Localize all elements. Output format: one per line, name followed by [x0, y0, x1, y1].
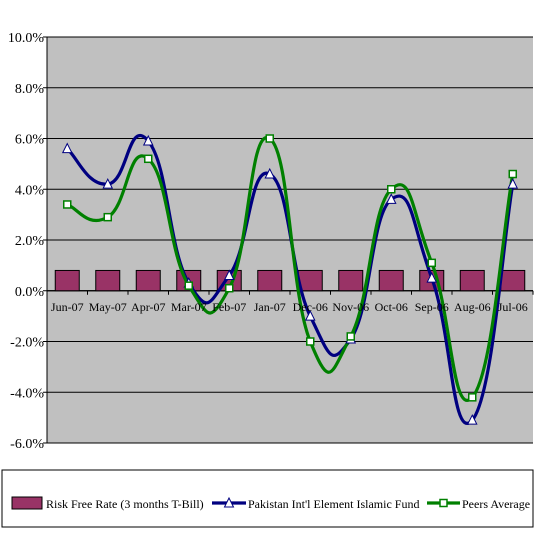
x-tick-label: Nov-06: [332, 300, 369, 314]
series-markers: [61, 134, 519, 425]
y-tick-label: 2.0%: [15, 234, 45, 249]
y-tick-label: 0.0%: [15, 285, 45, 300]
triangle-marker: [142, 134, 154, 146]
y-tick-label: -2.0%: [10, 336, 44, 351]
triangle-marker: [264, 167, 276, 179]
bar: [95, 269, 121, 292]
x-tick-label: Dec-06: [293, 300, 328, 314]
x-tick-label: Feb-07: [212, 300, 246, 314]
series-lines: [66, 134, 515, 425]
square-marker: [508, 169, 517, 179]
x-tick-label: Oct-06: [375, 300, 408, 314]
gridlines: [43, 36, 534, 444]
bar: [459, 269, 485, 292]
risk-free-bars: [54, 269, 526, 292]
x-tick-label: Jan-07: [254, 300, 286, 314]
y-tick-label: 6.0%: [15, 133, 45, 148]
triangle-marker: [466, 414, 478, 425]
x-tick-label: Jun-07: [51, 300, 84, 314]
x-tick-label: Aug-06: [454, 300, 491, 314]
x-tick-label: Apr-07: [131, 300, 165, 314]
square-marker: [63, 200, 72, 209]
triangle-marker: [61, 142, 73, 154]
square-marker: [427, 258, 436, 268]
legend-label-risk-free: Risk Free Rate (3 months T-Bill): [46, 497, 204, 511]
series-line: [66, 134, 515, 425]
square-marker: [468, 393, 477, 402]
square-marker: [184, 281, 193, 290]
x-axis-tick-labels: Jun-07 May-07 Apr-07 Mar-07 Feb-07 Jan-07 Dec-…: [51, 300, 528, 314]
triangle-marker: [426, 271, 438, 283]
legend-box: [1, 469, 534, 528]
triangle-marker: [304, 310, 316, 321]
x-tick-label: May-07: [89, 300, 127, 314]
legend-marker-peers: [439, 498, 448, 508]
legend-swatch-risk-free: [11, 496, 43, 510]
y-tick-label: 10.0%: [8, 31, 45, 46]
triangle-marker: [507, 178, 519, 189]
square-marker: [225, 283, 234, 293]
x-tick-label: Mar-07: [171, 300, 207, 314]
bar: [378, 269, 404, 292]
series-line: [66, 136, 515, 402]
legend-marker-fund: [223, 496, 235, 508]
y-tick-label: -4.0%: [10, 386, 44, 401]
triangle-marker: [102, 178, 114, 189]
square-marker: [144, 154, 153, 164]
triangle-marker: [385, 193, 397, 204]
square-marker: [346, 332, 355, 341]
x-tick-label: Jul-06: [498, 300, 528, 314]
y-tick-label: -6.0%: [10, 437, 44, 452]
legend: Risk Free Rate (3 months T-Bill) Pakistan…: [11, 496, 530, 511]
bar: [257, 269, 283, 292]
square-marker: [387, 185, 396, 194]
y-tick-label: 8.0%: [15, 82, 45, 97]
bar: [54, 269, 80, 292]
square-marker: [306, 337, 315, 346]
bar: [338, 269, 364, 292]
y-tick-label: 4.0%: [15, 183, 45, 198]
legend-label-peers: Peers Average: [462, 497, 530, 511]
legend-label-fund: Pakistan Int'l Element Islamic Fund: [248, 497, 419, 511]
y-axis-tick-labels: 10.0% 8.0% 6.0% 4.0% 2.0% 0.0% -2.0% -4.0% -6.0%: [8, 31, 45, 452]
triangle-marker: [223, 269, 235, 281]
square-marker: [265, 134, 274, 143]
x-tick-label: Sep-06: [415, 300, 449, 314]
bar: [500, 269, 526, 292]
square-marker: [103, 212, 112, 222]
bar: [135, 269, 161, 292]
